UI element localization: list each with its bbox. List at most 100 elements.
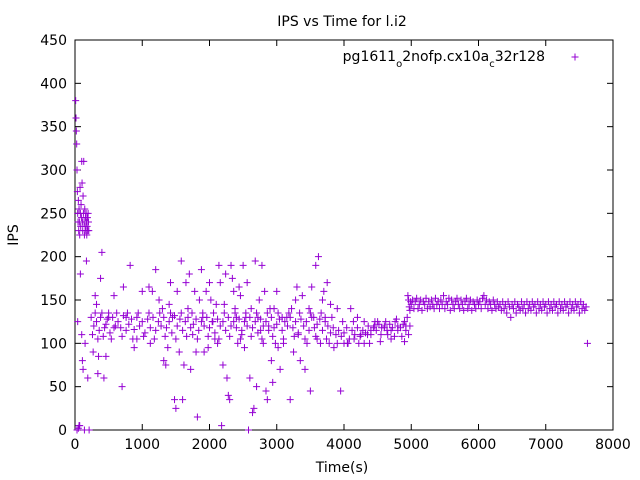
data-point xyxy=(340,329,348,337)
y-tick-label: 300 xyxy=(40,163,67,179)
data-point xyxy=(110,292,118,300)
data-point xyxy=(314,253,322,261)
data-point xyxy=(243,279,251,287)
data-point xyxy=(224,313,232,321)
data-point xyxy=(89,348,97,356)
data-point xyxy=(192,348,200,356)
data-point xyxy=(262,318,270,326)
data-point xyxy=(504,298,512,306)
data-point xyxy=(101,324,109,332)
data-point xyxy=(265,322,273,330)
data-point xyxy=(323,279,331,287)
data-point xyxy=(283,313,291,321)
data-point xyxy=(211,329,219,337)
data-point xyxy=(271,339,279,347)
data-point xyxy=(347,305,355,313)
data-point xyxy=(343,339,351,347)
data-point xyxy=(238,331,246,339)
data-point xyxy=(227,322,235,330)
data-point xyxy=(90,322,98,330)
data-point xyxy=(279,339,287,347)
data-point xyxy=(204,344,212,352)
data-point xyxy=(214,339,222,347)
data-point xyxy=(249,324,257,332)
legend-label: pg1611o2nofp.cx10ac32r128 xyxy=(343,49,545,70)
data-point xyxy=(122,313,130,321)
data-point xyxy=(318,296,326,304)
data-point xyxy=(133,335,141,343)
data-point xyxy=(332,331,340,339)
data-point xyxy=(161,332,169,340)
data-point xyxy=(156,309,164,317)
data-point xyxy=(207,296,215,304)
data-point xyxy=(138,287,146,295)
data-point xyxy=(406,306,414,314)
data-point xyxy=(360,339,368,347)
data-point xyxy=(328,313,336,321)
data-point xyxy=(418,306,426,314)
data-point xyxy=(240,344,248,352)
data-point xyxy=(302,318,310,326)
data-point xyxy=(489,296,497,304)
data-point xyxy=(185,270,193,278)
data-point xyxy=(297,315,305,323)
data-point xyxy=(263,396,271,404)
data-point xyxy=(261,287,269,295)
data-point xyxy=(306,387,314,395)
data-point xyxy=(83,214,91,222)
legend-marker xyxy=(571,53,579,61)
data-point xyxy=(274,344,282,352)
data-point xyxy=(294,331,302,339)
data-point xyxy=(81,205,89,213)
data-point xyxy=(162,324,170,332)
data-point xyxy=(270,305,278,313)
data-point xyxy=(138,318,146,326)
data-point xyxy=(384,331,392,339)
data-point xyxy=(230,287,238,295)
data-point xyxy=(79,192,87,200)
data-point xyxy=(301,335,309,343)
y-axis: 0 50 100 150 200 250 300 350 400 450 xyxy=(40,33,613,439)
data-point xyxy=(78,179,86,187)
data-point xyxy=(84,209,92,217)
data-point xyxy=(301,365,309,373)
data-point xyxy=(298,292,306,300)
data-point xyxy=(330,344,338,352)
data-point xyxy=(273,320,281,328)
data-point xyxy=(83,222,91,230)
x-axis: 0 1000 2000 3000 4000 5000 6000 7000 8000 xyxy=(71,40,631,453)
data-point xyxy=(532,309,540,317)
data-point xyxy=(348,326,356,334)
data-point xyxy=(197,318,205,326)
data-point xyxy=(179,396,187,404)
data-point xyxy=(84,218,92,226)
x-tick-label: 8000 xyxy=(595,437,631,453)
plot-frame xyxy=(74,39,614,431)
data-point xyxy=(99,332,107,340)
data-point xyxy=(76,183,84,191)
data-point xyxy=(284,322,292,330)
data-point xyxy=(216,279,224,287)
y-tick-label: 100 xyxy=(40,336,67,352)
data-point xyxy=(223,374,231,382)
data-point xyxy=(227,261,235,269)
data-point xyxy=(402,326,410,334)
chart-title: IPS vs Time for l.i2 xyxy=(277,14,407,30)
data-point xyxy=(160,313,168,321)
y-tick-label: 450 xyxy=(40,33,67,49)
data-point xyxy=(321,313,329,321)
data-point xyxy=(210,309,218,317)
data-point xyxy=(278,326,286,334)
data-point xyxy=(169,313,177,321)
data-point xyxy=(145,283,153,291)
data-point xyxy=(74,318,82,326)
data-point xyxy=(110,324,118,332)
data-point xyxy=(100,374,108,382)
data-point xyxy=(172,335,180,343)
data-point xyxy=(95,326,103,334)
data-point xyxy=(351,331,359,339)
data-point xyxy=(404,292,412,300)
data-point xyxy=(162,361,170,369)
data-point xyxy=(220,300,228,308)
data-point xyxy=(181,318,189,326)
